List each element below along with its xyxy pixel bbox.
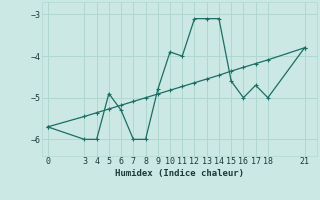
X-axis label: Humidex (Indice chaleur): Humidex (Indice chaleur) xyxy=(115,169,244,178)
